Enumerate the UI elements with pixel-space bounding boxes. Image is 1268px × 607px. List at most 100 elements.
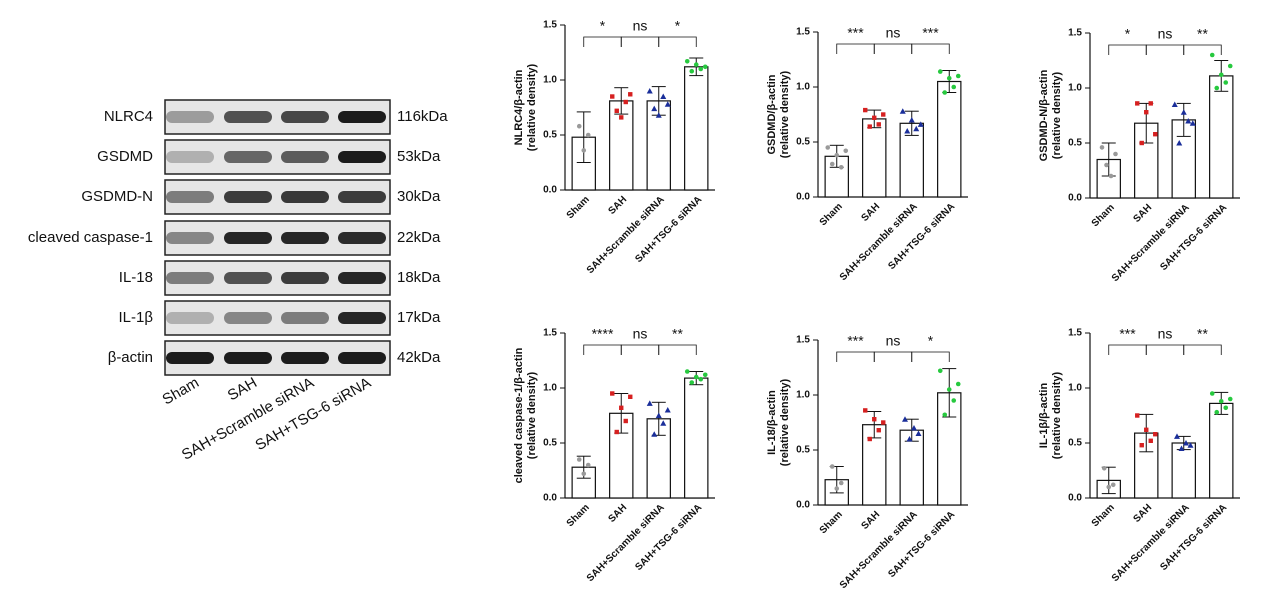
data-point <box>1187 442 1194 448</box>
band <box>224 272 272 284</box>
band <box>281 272 329 284</box>
x-tick-label: SAH <box>607 502 630 525</box>
data-point <box>660 93 667 99</box>
protein-label: β-actin <box>108 349 153 366</box>
data-point <box>698 376 704 382</box>
protein-label: cleaved caspase-1 <box>28 229 153 246</box>
y-axis-label: (relative density) <box>526 63 538 151</box>
y-tick-label: 1.5 <box>543 20 557 31</box>
data-point <box>1135 413 1140 418</box>
band <box>224 232 272 244</box>
data-point <box>829 161 835 167</box>
band <box>281 232 329 244</box>
data-point <box>1218 398 1224 404</box>
x-tick-label: Sham <box>1090 502 1117 529</box>
y-tick-label: 1.0 <box>796 390 810 401</box>
band <box>281 312 329 324</box>
significance-label: ns <box>633 326 648 342</box>
y-axis-label: (relative density) <box>526 371 538 459</box>
significance-label: ns <box>886 25 901 41</box>
significance-label: *** <box>922 25 939 41</box>
data-point <box>906 436 913 442</box>
data-point <box>876 428 881 433</box>
x-tick-label: SAH <box>1132 202 1155 225</box>
data-point <box>951 84 957 90</box>
data-point <box>1223 405 1229 411</box>
y-tick-label: 0.0 <box>1068 493 1082 504</box>
significance-label: ns <box>633 18 648 34</box>
data-point <box>684 59 690 64</box>
y-tick-label: 1.0 <box>543 75 557 86</box>
y-tick-label: 0.5 <box>543 130 557 141</box>
band <box>281 151 329 163</box>
data-point <box>872 417 877 422</box>
significance-bracket <box>873 351 913 362</box>
data-point <box>1218 72 1224 78</box>
significance-bracket <box>1145 344 1185 355</box>
y-tick-label: 1.5 <box>1068 28 1082 39</box>
significance-label: *** <box>1119 326 1136 342</box>
data-point <box>942 90 948 95</box>
x-tick-label: SAH+TSG-6 siRNA <box>886 201 957 272</box>
data-point <box>698 66 704 72</box>
band <box>166 232 214 244</box>
data-point <box>872 115 877 120</box>
x-tick-label: SAH <box>607 194 630 217</box>
bar-chart: 0.0 0.5 1.0 1.5 IL-18/β-actin (relative densi… <box>766 333 968 591</box>
y-tick-label: 0.0 <box>543 185 557 196</box>
band-size: 30kDa <box>397 188 441 205</box>
y-tick-label: 0.5 <box>1068 438 1082 449</box>
data-point <box>946 75 952 81</box>
significance-label: ** <box>672 326 683 342</box>
data-point <box>1189 120 1196 126</box>
band <box>338 312 386 324</box>
bar <box>1209 75 1234 199</box>
bar-chart: 0.0 0.5 1.0 1.5 cleaved caspase-1/β-actin (re… <box>513 326 715 584</box>
data-point <box>951 398 957 403</box>
data-point <box>881 112 886 117</box>
y-tick-label: 0.0 <box>796 192 810 203</box>
y-tick-label: 1.0 <box>543 383 557 394</box>
significance-bracket <box>911 43 950 54</box>
bar <box>862 118 887 198</box>
data-point <box>689 380 695 385</box>
significance-label: * <box>600 18 606 34</box>
band-size: 17kDa <box>397 309 441 326</box>
bar <box>937 80 962 198</box>
band <box>338 232 386 244</box>
data-point <box>834 152 840 158</box>
data-point <box>829 464 835 469</box>
data-point <box>1153 132 1158 137</box>
data-point <box>1110 482 1116 488</box>
data-point <box>1209 52 1215 58</box>
protein-label: NLRC4 <box>104 108 153 125</box>
data-point <box>1209 391 1215 396</box>
band-size: 42kDa <box>397 349 441 366</box>
band <box>224 352 272 364</box>
data-point <box>623 99 628 105</box>
y-axis-label: GSDMD/β-actin <box>766 74 778 154</box>
group-label: Sham <box>160 374 202 408</box>
data-point <box>689 68 695 74</box>
bar-chart: 0.0 0.5 1.0 1.5 IL-1β/β-actin (relative densi… <box>1038 326 1240 584</box>
x-tick-label: SAH+TSG-6 siRNA <box>633 502 704 573</box>
band <box>281 111 329 123</box>
significance-bracket <box>658 344 697 355</box>
band-size: 116kDa <box>397 108 448 125</box>
band <box>166 191 214 203</box>
data-point <box>946 387 952 392</box>
band <box>224 191 272 203</box>
band-size: 22kDa <box>397 229 441 246</box>
y-axis-label: cleaved caspase-1/β-actin <box>513 347 525 483</box>
y-axis-label: IL-1β/β-actin <box>1038 383 1050 449</box>
data-point <box>1174 433 1180 439</box>
data-point <box>937 368 943 374</box>
band <box>338 151 386 163</box>
significance-bracket <box>583 36 622 47</box>
significance-bracket <box>658 36 697 47</box>
significance-label: ** <box>1197 326 1208 342</box>
data-point <box>1144 427 1149 432</box>
significance-label: ** <box>1197 26 1208 42</box>
data-point <box>619 115 624 120</box>
data-point <box>628 394 633 399</box>
